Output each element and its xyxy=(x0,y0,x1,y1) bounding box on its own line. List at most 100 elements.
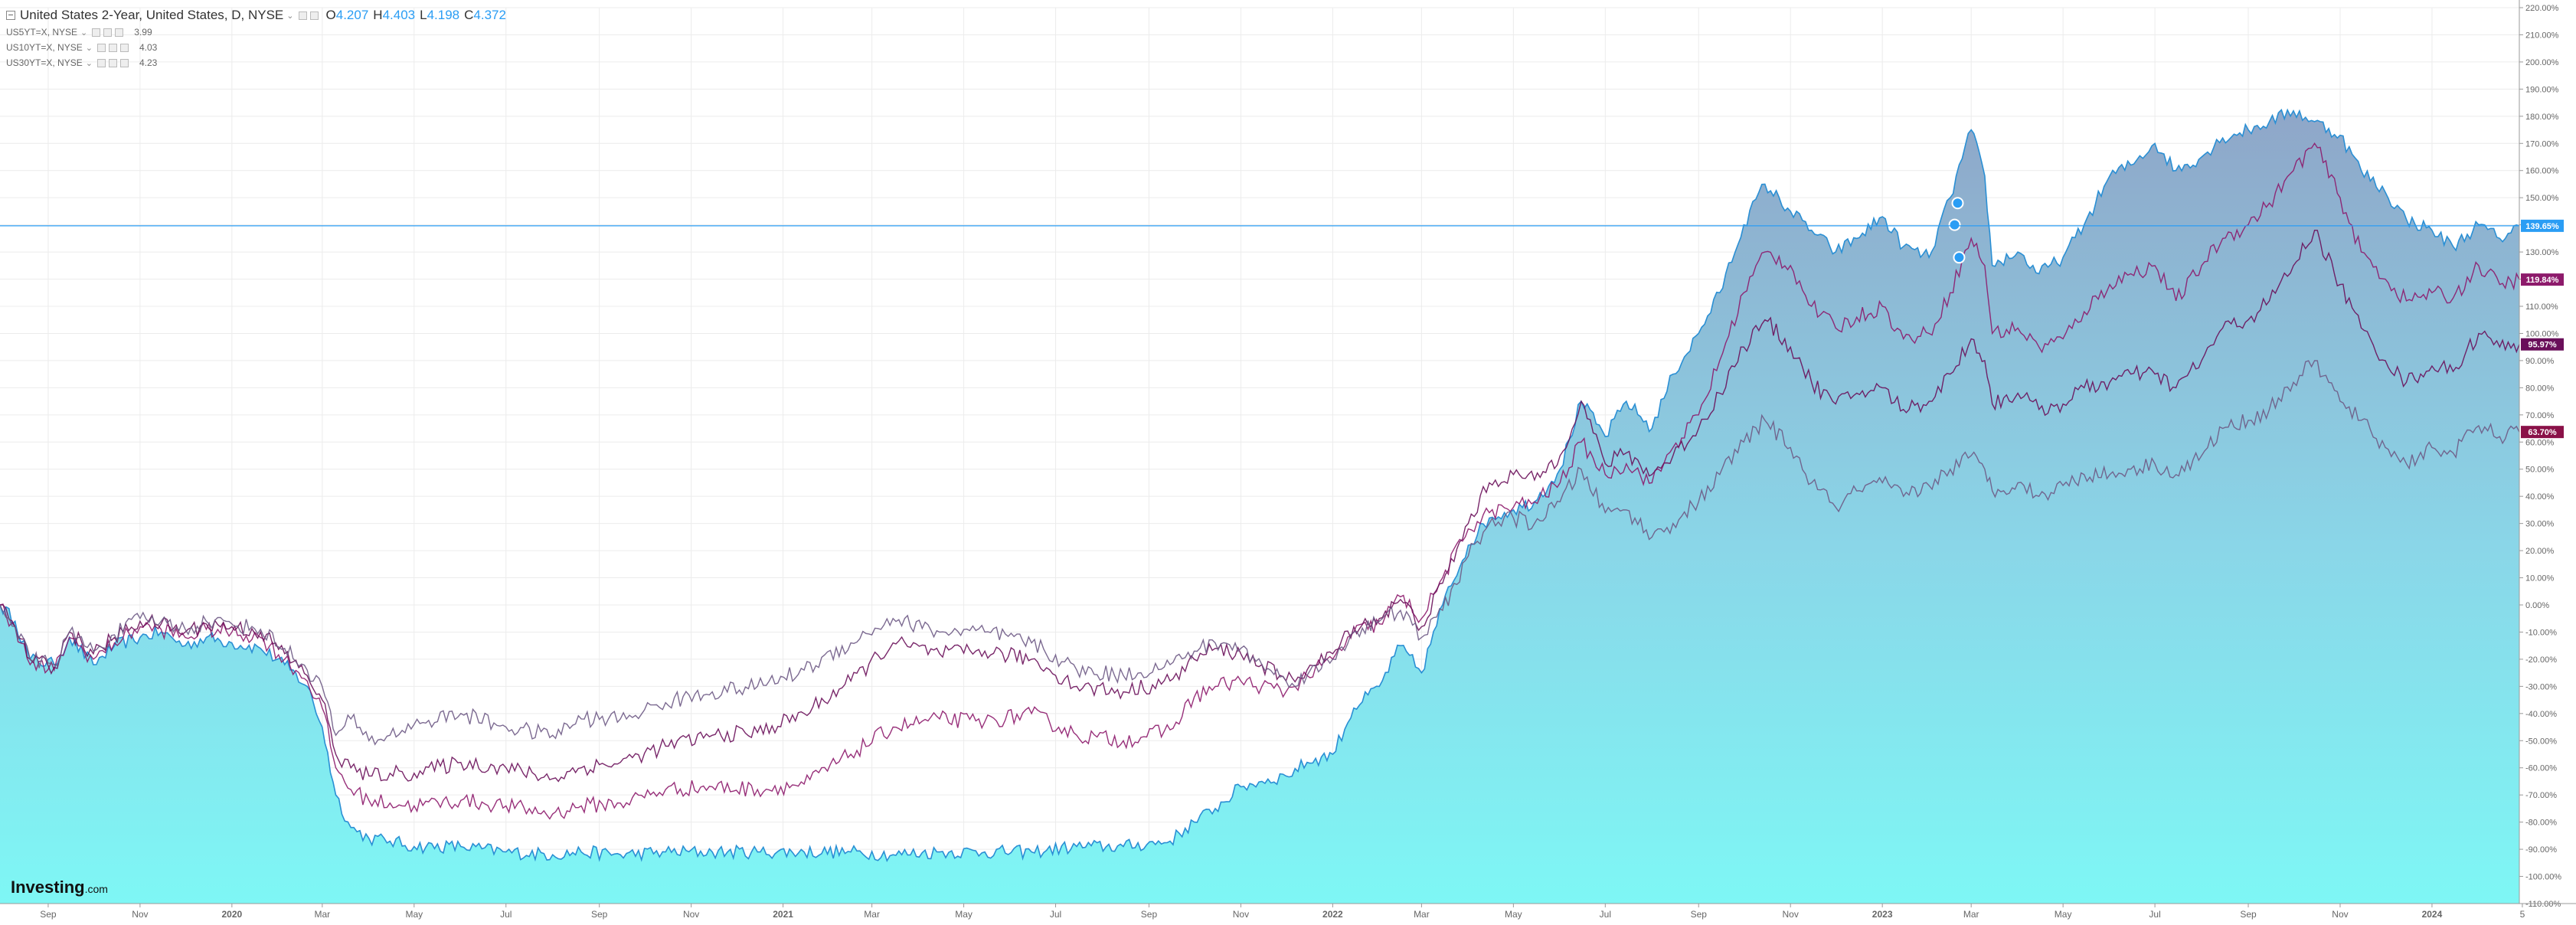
last-value-label: 119.84% xyxy=(2526,276,2559,285)
y-tick-label: -10.00% xyxy=(2525,628,2557,637)
settings-square-icon[interactable] xyxy=(119,43,129,52)
last-value-badges: 139.65% 119.84% 95.97% 63.70% xyxy=(2521,219,2564,439)
settings-square-icon[interactable] xyxy=(96,58,106,67)
y-tick-label: 70.00% xyxy=(2525,411,2555,420)
last-value-badge xyxy=(2521,219,2564,232)
y-tick-label: -90.00% xyxy=(2525,845,2557,855)
y-tick-label: 200.00% xyxy=(2525,58,2559,67)
line-series xyxy=(0,142,2520,820)
last-value-label: 63.70% xyxy=(2528,428,2557,437)
flag-marker-icon[interactable] xyxy=(1951,197,1964,210)
logo-brand: Investing xyxy=(11,878,85,897)
legend-value-5y: 3.99 xyxy=(134,27,152,38)
x-tick-label: 2021 xyxy=(773,909,793,920)
settings-square-icon[interactable] xyxy=(96,43,106,52)
y-tick-label: 190.00% xyxy=(2525,85,2559,94)
last-value-badge xyxy=(2521,338,2564,351)
x-tick-label: Jul xyxy=(500,909,512,920)
x-tick-label: Jul xyxy=(1050,909,1061,920)
area-series xyxy=(0,108,2520,904)
x-tick-label: Sep xyxy=(40,909,57,920)
y-tick-label: 150.00% xyxy=(2525,194,2559,203)
y-tick-label: 0.00% xyxy=(2525,601,2549,610)
last-value-label: 139.65% xyxy=(2525,222,2559,231)
settings-square-icon[interactable] xyxy=(119,58,129,67)
legend-panel: United States 2-Year, United States, D, … xyxy=(6,6,506,70)
settings-square-icon[interactable] xyxy=(103,28,113,37)
y-tick-label: -70.00% xyxy=(2525,791,2557,800)
high-label: H xyxy=(373,8,383,22)
settings-square-icon[interactable] xyxy=(309,11,319,20)
x-tick-label: 2022 xyxy=(1322,909,1343,920)
y-tick-label: -80.00% xyxy=(2525,819,2557,828)
chevron-down-icon[interactable]: ⌄ xyxy=(85,43,93,53)
line-series-us30ytx xyxy=(0,360,2520,746)
y-tick-label: -60.00% xyxy=(2525,764,2557,773)
x-tick-label: Nov xyxy=(683,909,699,920)
settings-square-icon[interactable] xyxy=(92,28,101,37)
y-tick-label: -40.00% xyxy=(2525,710,2557,719)
y-tick-label: -20.00% xyxy=(2525,655,2557,665)
y-tick-label: 90.00% xyxy=(2525,357,2555,366)
y-tick-label: 60.00% xyxy=(2525,438,2555,447)
y-tick-label: 20.00% xyxy=(2525,547,2555,556)
last-value-badge xyxy=(2521,273,2564,286)
x-tick-label: May xyxy=(955,909,973,920)
flag-marker-icon[interactable] xyxy=(1953,251,1966,264)
low-value: 4.198 xyxy=(427,8,460,22)
legend-label-30y: US30YT=X, NYSE xyxy=(6,57,83,68)
settings-square-icon[interactable] xyxy=(115,28,124,37)
chevron-down-icon[interactable]: ⌄ xyxy=(80,28,88,38)
y-tick-label: 50.00% xyxy=(2525,466,2555,475)
chevron-down-icon[interactable]: ⌄ xyxy=(286,11,294,21)
settings-square-icon[interactable] xyxy=(108,43,117,52)
y-tick-label: 170.00% xyxy=(2525,139,2559,149)
chevron-down-icon[interactable]: ⌄ xyxy=(85,58,93,68)
y-tick-label: 80.00% xyxy=(2525,384,2555,393)
y-tick-label: -110.00% xyxy=(2525,900,2561,909)
legend-row-30y[interactable]: US30YT=X, NYSE ⌄ 4.23 xyxy=(6,55,506,70)
x-tick-label: Sep xyxy=(2240,909,2257,920)
legend-row-5y[interactable]: US5YT=X, NYSE ⌄ 3.99 xyxy=(6,25,506,40)
y-tick-label: 30.00% xyxy=(2525,520,2555,529)
x-tick-label: May xyxy=(405,909,423,920)
y-tick-label: -30.00% xyxy=(2525,682,2557,691)
x-tick-label: Mar xyxy=(1414,909,1430,920)
legend-row-10y[interactable]: US10YT=X, NYSE ⌄ 4.03 xyxy=(6,40,506,55)
x-tick-label: Nov xyxy=(132,909,148,920)
y-tick-label: 220.00% xyxy=(2525,4,2559,13)
legend-label-5y: US5YT=X, NYSE xyxy=(6,27,78,38)
series-title: United States 2-Year, United States, D, … xyxy=(20,8,284,22)
x-tick-label: Sep xyxy=(1141,909,1158,920)
legend-value-30y: 4.23 xyxy=(139,57,158,68)
flag-markers[interactable] xyxy=(1948,197,1966,264)
y-tick-label: 130.00% xyxy=(2525,248,2559,257)
y-tick-label: 160.00% xyxy=(2525,167,2559,176)
settings-square-icon[interactable] xyxy=(298,11,307,20)
y-tick-label: 110.00% xyxy=(2525,302,2558,312)
x-tick-label: 2024 xyxy=(2422,909,2443,920)
flag-marker-icon[interactable] xyxy=(1948,218,1961,231)
x-tick-label: Mar xyxy=(864,909,880,920)
legend-label-10y: US10YT=X, NYSE xyxy=(6,42,83,53)
x-tick-label: Sep xyxy=(591,909,608,920)
x-tick-label: 5 xyxy=(2520,909,2525,920)
area-line-2y xyxy=(0,108,2520,863)
collapse-icon[interactable] xyxy=(6,11,15,20)
y-tick-label: 40.00% xyxy=(2525,492,2555,502)
main-series-header: United States 2-Year, United States, D, … xyxy=(6,6,506,25)
low-label: L xyxy=(420,8,427,22)
y-tick-label: 210.00% xyxy=(2525,31,2559,40)
y-tick-label: 10.00% xyxy=(2525,574,2555,583)
legend-value-10y: 4.03 xyxy=(139,42,158,53)
x-tick-label: May xyxy=(1505,909,1522,920)
x-tick-label: Jul xyxy=(2149,909,2160,920)
settings-square-icon[interactable] xyxy=(108,58,117,67)
open-value: 4.207 xyxy=(335,8,369,22)
y-tick-label: -50.00% xyxy=(2525,737,2557,746)
x-tick-label: Jul xyxy=(1600,909,1611,920)
x-tick-label: 2020 xyxy=(221,909,242,920)
x-tick-label: Nov xyxy=(1233,909,1249,920)
logo-suffix: .com xyxy=(84,883,108,895)
